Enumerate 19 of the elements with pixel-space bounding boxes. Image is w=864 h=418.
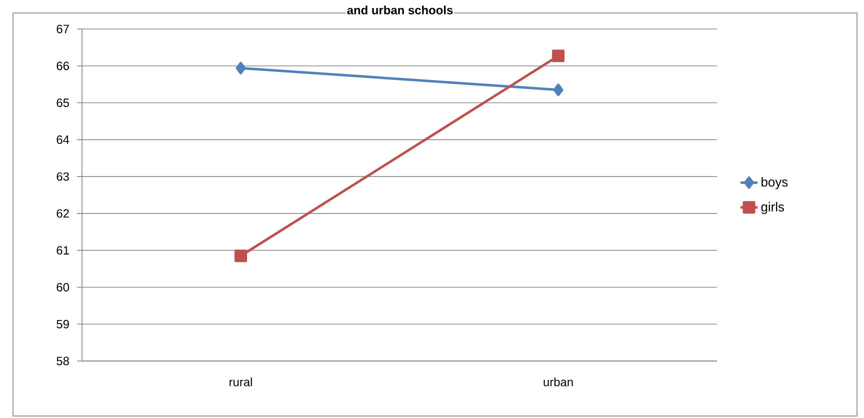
point bbox=[553, 84, 564, 96]
point bbox=[552, 50, 565, 62]
y-tick-label: 61 bbox=[56, 246, 69, 255]
point bbox=[236, 62, 246, 74]
y-tick-label: 58 bbox=[56, 356, 69, 366]
point bbox=[234, 250, 248, 262]
chart-title: and urban schools bbox=[347, 6, 453, 14]
x-tick-label: rural bbox=[230, 378, 252, 386]
y-tick-label: 67 bbox=[56, 24, 69, 34]
legend-label: girls bbox=[761, 202, 784, 214]
y-tick-label: 60 bbox=[56, 282, 70, 292]
y-tick-label: 62 bbox=[56, 209, 69, 218]
y-tick-label: 64 bbox=[56, 135, 70, 144]
y-tick-label: 66 bbox=[56, 62, 69, 70]
y-tick-label: 59 bbox=[56, 320, 69, 328]
legend-label: boys bbox=[762, 177, 788, 190]
x-tick-label: urban bbox=[544, 378, 573, 386]
y-tick-label: 63 bbox=[56, 172, 69, 181]
y-tick-label: 65 bbox=[56, 98, 69, 107]
